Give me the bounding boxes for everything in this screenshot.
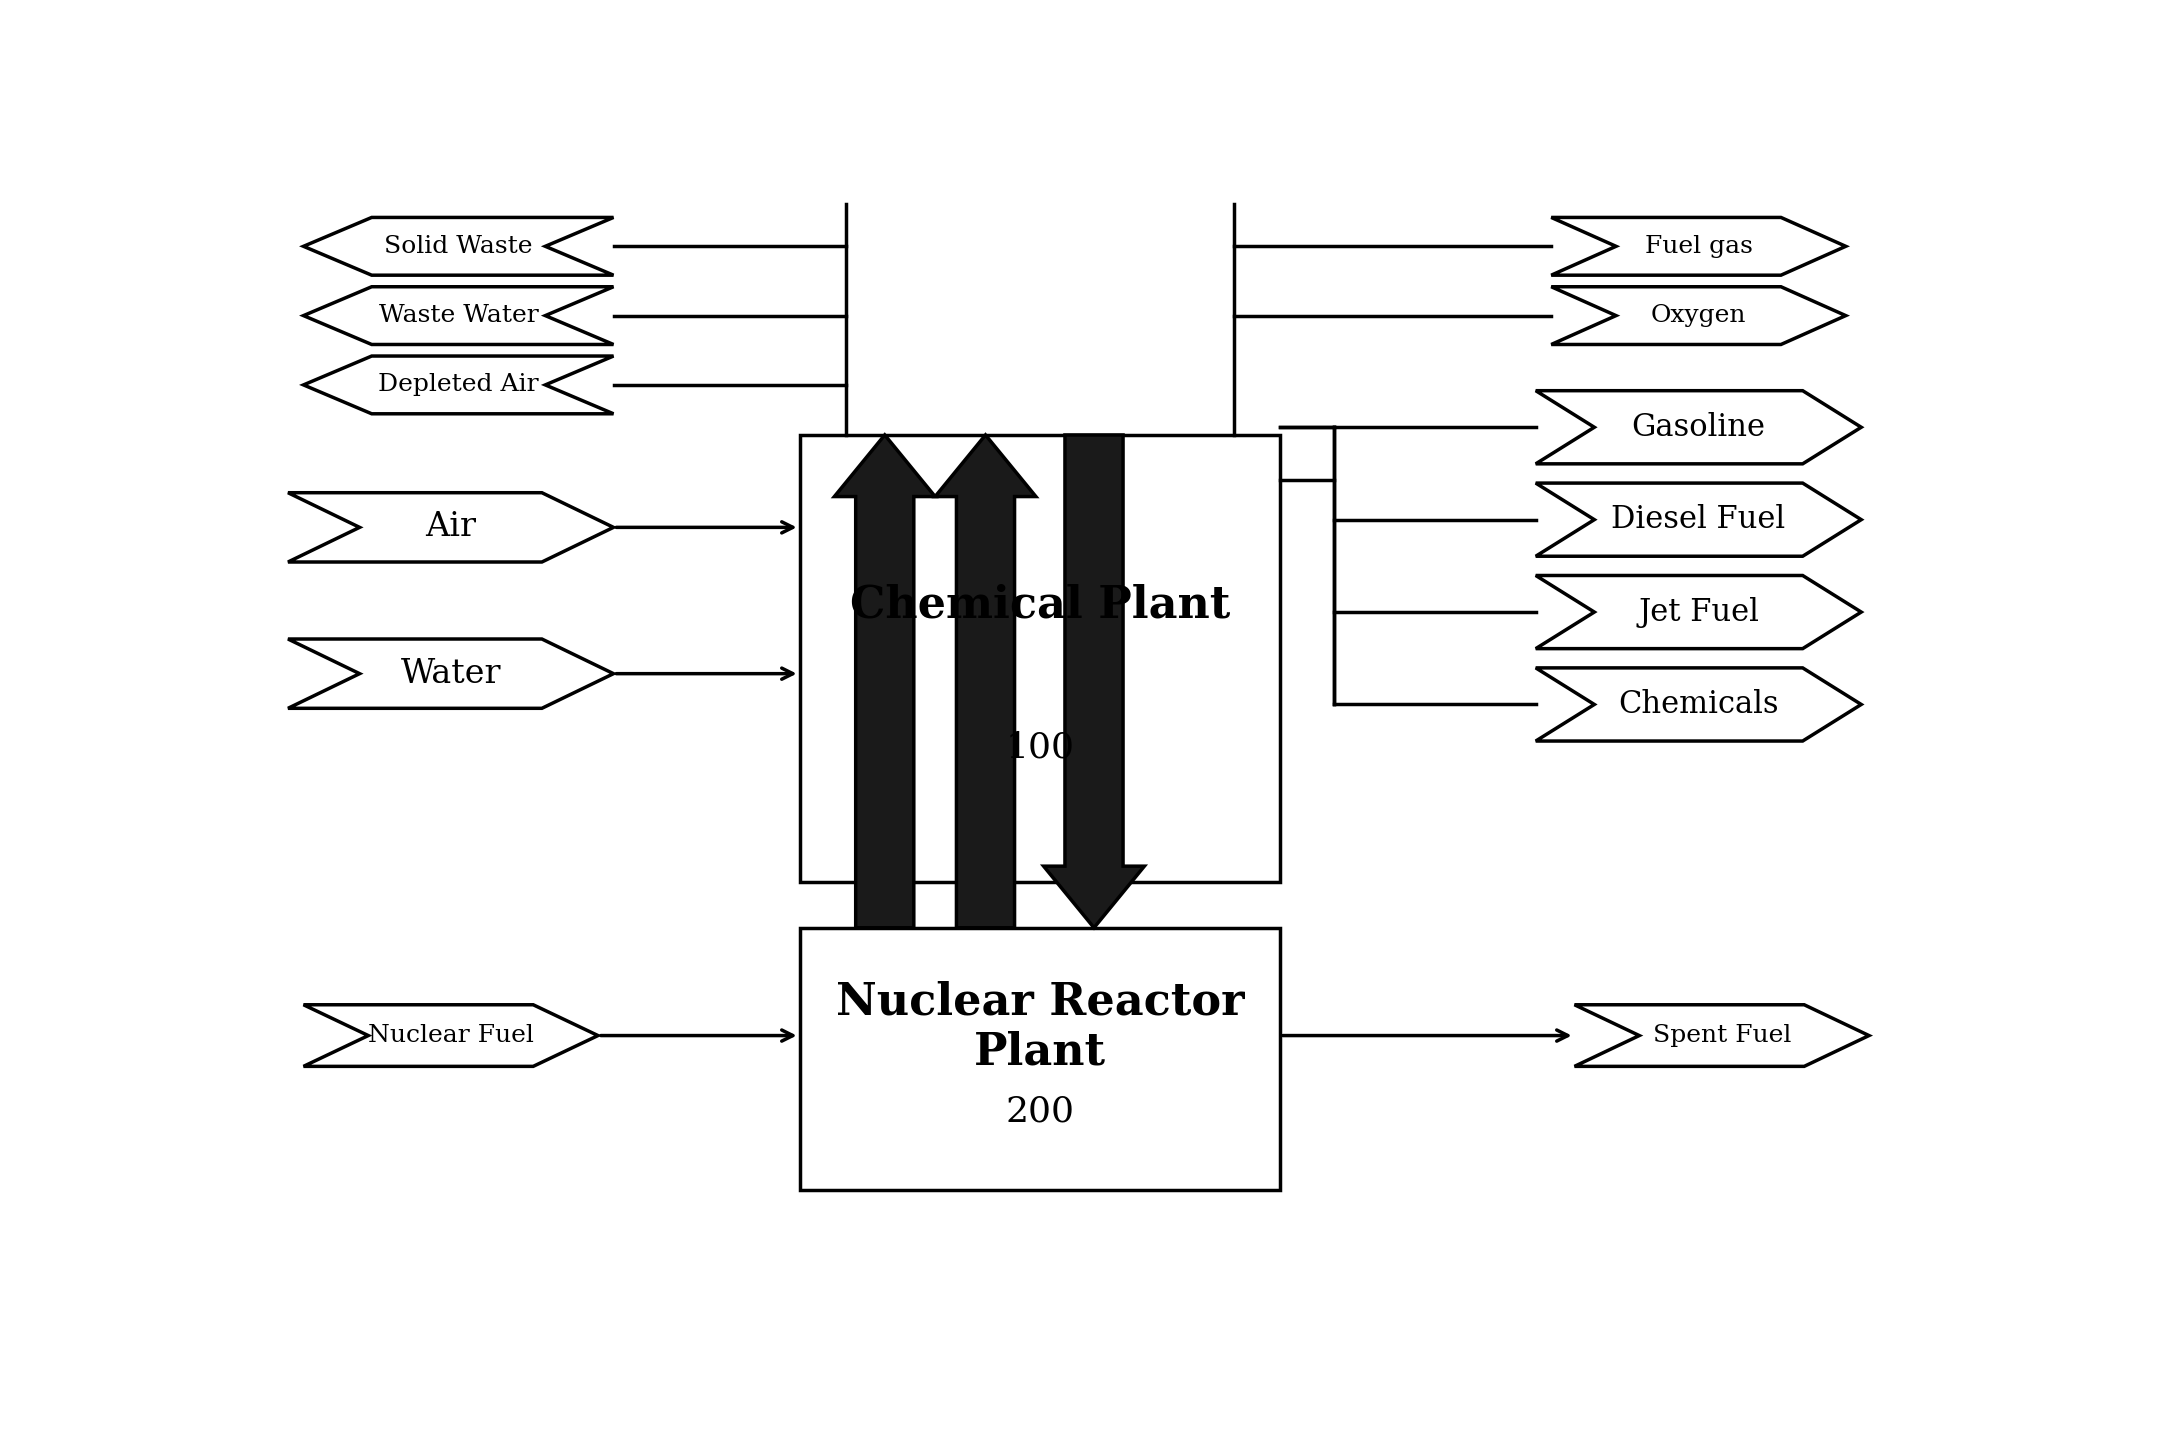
Polygon shape xyxy=(1044,434,1144,928)
Polygon shape xyxy=(935,434,1036,928)
Text: Oxygen: Oxygen xyxy=(1650,304,1746,328)
Polygon shape xyxy=(835,434,935,928)
Text: Diesel Fuel: Diesel Fuel xyxy=(1611,504,1785,535)
Polygon shape xyxy=(1535,668,1862,742)
Text: Depleted Air: Depleted Air xyxy=(377,374,538,397)
Text: 200: 200 xyxy=(1005,1094,1075,1128)
Text: Water: Water xyxy=(401,658,501,690)
Polygon shape xyxy=(1535,576,1862,649)
Text: Jet Fuel: Jet Fuel xyxy=(1637,596,1759,628)
Text: Solid Waste: Solid Waste xyxy=(384,235,532,258)
Bar xyxy=(800,434,1280,882)
Polygon shape xyxy=(1552,218,1846,276)
Polygon shape xyxy=(1574,1004,1868,1066)
Polygon shape xyxy=(1535,391,1862,463)
Polygon shape xyxy=(303,287,613,345)
Polygon shape xyxy=(303,218,613,276)
Text: Chemical Plant: Chemical Plant xyxy=(850,583,1230,626)
Text: Nuclear Reactor
Plant: Nuclear Reactor Plant xyxy=(835,981,1245,1074)
Polygon shape xyxy=(288,639,613,709)
Text: Nuclear Fuel: Nuclear Fuel xyxy=(368,1025,534,1048)
Text: Chemicals: Chemicals xyxy=(1618,688,1779,720)
Text: Gasoline: Gasoline xyxy=(1631,411,1766,443)
Text: Fuel gas: Fuel gas xyxy=(1644,235,1753,258)
Polygon shape xyxy=(303,1004,597,1066)
Polygon shape xyxy=(1535,483,1862,556)
Polygon shape xyxy=(288,492,613,561)
Text: 100: 100 xyxy=(1005,730,1075,765)
Text: Waste Water: Waste Water xyxy=(379,304,538,328)
Polygon shape xyxy=(303,356,613,414)
Bar xyxy=(800,928,1280,1189)
Text: Air: Air xyxy=(425,511,475,544)
Polygon shape xyxy=(1552,287,1846,345)
Text: Spent Fuel: Spent Fuel xyxy=(1652,1025,1792,1048)
